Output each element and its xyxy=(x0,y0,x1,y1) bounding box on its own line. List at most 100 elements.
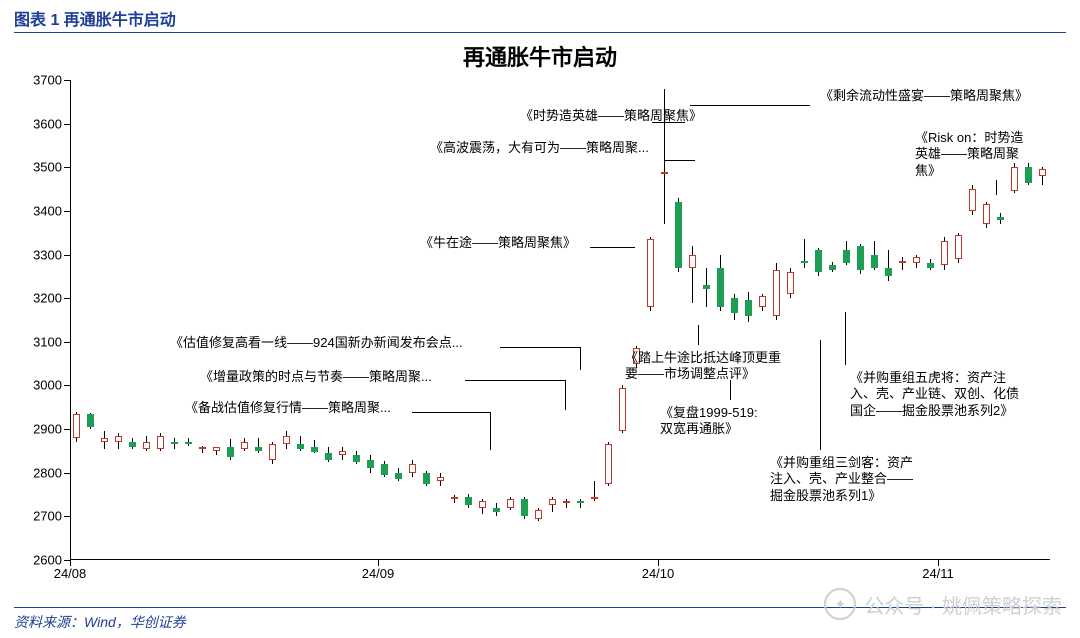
annotation: 《踏上牛途比抵达峰顶更重 要——市场调整点评》 xyxy=(625,350,781,383)
source-text: 资料来源：Wind，华创证券 xyxy=(14,612,186,632)
annotation: 《并购重组五虎将：资产注 入、壳、产业链、双创、化债 国企——掘金股票池系列2》 xyxy=(850,370,1019,419)
candle-body xyxy=(745,300,752,315)
y-tick xyxy=(64,429,70,430)
watermark: ✦ 公众号 · 姚佩策略探索 xyxy=(824,588,1062,620)
leader-line xyxy=(590,247,635,248)
candle-body xyxy=(885,268,892,277)
candle-body xyxy=(423,473,430,484)
leader-line xyxy=(500,347,580,348)
candle-body xyxy=(1039,169,1046,176)
candle-wick xyxy=(902,257,903,270)
candle-body xyxy=(269,444,276,459)
y-tick-label: 3400 xyxy=(33,203,62,218)
divider-top xyxy=(14,32,1066,33)
annotation: 《备战估值修复行情——策略周聚... xyxy=(185,400,391,416)
y-tick-label: 3000 xyxy=(33,378,62,393)
candle-body xyxy=(143,442,150,449)
x-tick-label: 24/11 xyxy=(922,566,954,581)
candle-body xyxy=(451,497,458,499)
candle-body xyxy=(353,455,360,462)
candle-body xyxy=(367,460,374,469)
candle-body xyxy=(913,257,920,264)
leader-line xyxy=(465,380,565,381)
annotation: 《剩余流动性盛宴——策略周聚焦》 xyxy=(820,88,1028,104)
candle-wick xyxy=(804,239,805,267)
x-axis xyxy=(70,559,1050,560)
candle-body xyxy=(787,272,794,294)
y-tick xyxy=(64,342,70,343)
y-tick xyxy=(64,211,70,212)
y-tick xyxy=(64,124,70,125)
annotation: 《并购重组三剑客：资产 注入、壳、产业整合—— 掘金股票池系列1》 xyxy=(770,455,913,504)
candle-body xyxy=(339,451,346,455)
candle-body xyxy=(941,241,948,265)
x-tick-label: 24/10 xyxy=(642,566,675,581)
candle-body xyxy=(955,235,962,259)
candle-body xyxy=(73,414,80,438)
y-tick-label: 3600 xyxy=(33,116,62,131)
leader-line xyxy=(652,122,685,123)
candle-body xyxy=(871,255,878,268)
y-tick xyxy=(64,385,70,386)
candle-body xyxy=(87,414,94,427)
candle-body xyxy=(969,189,976,211)
candle-body xyxy=(815,250,822,272)
candle-body xyxy=(465,497,472,506)
annotation: 《牛在途——策略周聚焦》 xyxy=(420,235,576,251)
annotation: 《增量政策的时点与节奏——策略周聚... xyxy=(200,369,432,385)
candle-body xyxy=(227,447,234,458)
candle-body xyxy=(647,239,654,307)
y-tick-label: 3100 xyxy=(33,334,62,349)
candle-body xyxy=(171,442,178,444)
candle-body xyxy=(801,261,808,263)
leader-line xyxy=(820,340,821,450)
y-tick xyxy=(64,255,70,256)
candle-body xyxy=(325,453,332,460)
candle-body xyxy=(563,501,570,503)
candle-body xyxy=(493,508,500,512)
candle-body xyxy=(997,217,1004,219)
plot-area: 2600270028002900300031003200330034003500… xyxy=(70,80,1050,560)
leader-line xyxy=(845,312,846,365)
leader-line xyxy=(664,160,695,161)
y-tick-label: 2800 xyxy=(33,465,62,480)
candle-body xyxy=(199,447,206,449)
y-tick-label: 3300 xyxy=(33,247,62,262)
candle-body xyxy=(255,447,262,451)
candle-body xyxy=(213,447,220,450)
candle-body xyxy=(185,442,192,444)
candle-body xyxy=(409,464,416,473)
y-tick-label: 3500 xyxy=(33,160,62,175)
annotation: 《Risk on：时势造 英雄——策略周聚 焦》 xyxy=(915,130,1023,179)
leader-line xyxy=(690,105,810,106)
candle-body xyxy=(675,202,682,267)
candle-body xyxy=(297,444,304,448)
candle-body xyxy=(661,172,668,174)
y-tick xyxy=(64,516,70,517)
watermark-text: 公众号 · 姚佩策略探索 xyxy=(864,590,1062,619)
chart-container: 图表 1 再通胀牛市启动 再通胀牛市启动 2600270028002900300… xyxy=(0,0,1080,638)
leader-line xyxy=(580,347,581,370)
figure-label: 图表 1 再通胀牛市启动 xyxy=(14,6,176,30)
annotation: 《估值修复高看一线——924国新办新闻发布会点... xyxy=(170,335,463,351)
candle-body xyxy=(605,444,612,483)
candle-body xyxy=(479,501,486,508)
y-tick xyxy=(64,298,70,299)
candle-body xyxy=(927,263,934,267)
candle-body xyxy=(1025,167,1032,182)
x-tick-label: 24/08 xyxy=(54,566,87,581)
candle-body xyxy=(283,436,290,445)
y-axis xyxy=(70,80,71,560)
candle-body xyxy=(437,477,444,481)
candle-body xyxy=(843,250,850,263)
y-tick-label: 2700 xyxy=(33,509,62,524)
candle-body xyxy=(773,270,780,316)
annotation: 《高波震荡，大有可为——策略周聚... xyxy=(430,140,649,156)
candle-body xyxy=(129,442,136,446)
candle-body xyxy=(311,447,318,452)
candle-body xyxy=(731,298,738,313)
leader-line xyxy=(730,380,731,400)
candle-body xyxy=(899,261,906,263)
wechat-icon: ✦ xyxy=(824,588,856,620)
candle-body xyxy=(549,499,556,506)
